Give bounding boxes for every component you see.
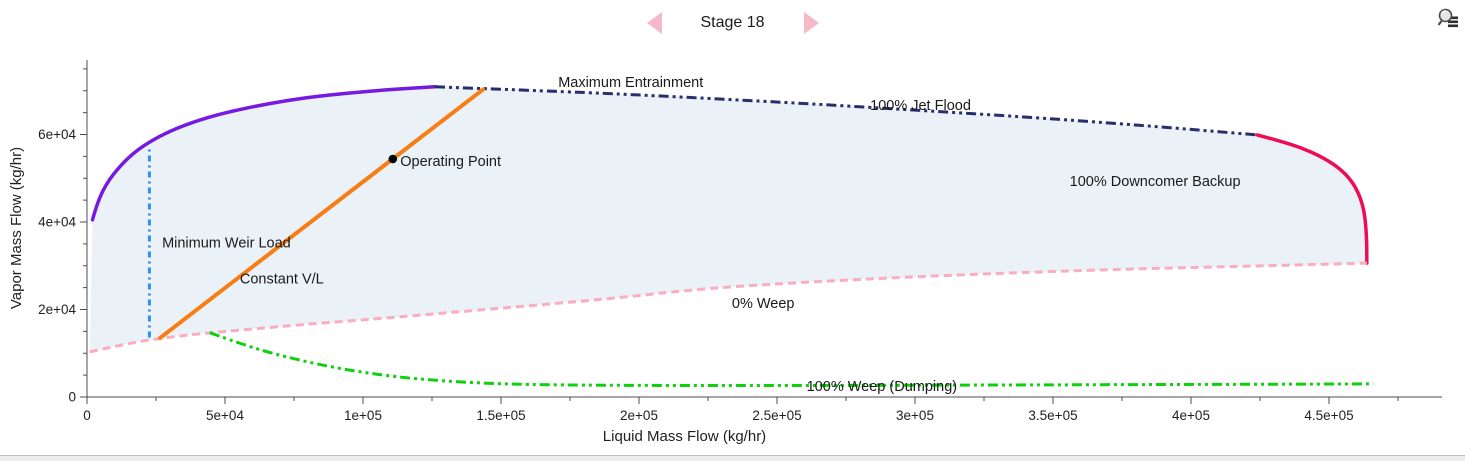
x-tick-label: 3.5e+05 [1028, 408, 1077, 423]
x-tick-label: 0 [83, 408, 91, 423]
zoom-properties-icon[interactable] [1436, 6, 1460, 30]
operating-point-marker [388, 154, 398, 164]
y-tick-label: 2e+04 [38, 302, 76, 317]
x-axis-title: Liquid Mass Flow (kg/hr) [603, 428, 766, 445]
stage-label: Stage 18 [700, 14, 765, 31]
weep-100-line [209, 331, 1374, 388]
constant-vl-line [158, 87, 486, 340]
x-tick-label: 2e+05 [620, 408, 658, 423]
x-tick-label: 3e+05 [896, 408, 934, 423]
operating-envelope-fill [89, 86, 1367, 352]
x-tick-label: 4.5e+05 [1304, 408, 1353, 423]
constant-vl-label: Constant V/L [240, 271, 324, 287]
chart-area: 0 5e+04 1e+05 1.5e+05 2e+05 2.5e+05 3e+05 3.5e+… [0, 45, 1465, 455]
maximum-entrainment-line [90, 85, 437, 222]
jet-flood-label: 100% Jet Flood [870, 98, 971, 114]
weep-0-line [89, 261, 1367, 354]
downcomer-backup-line [1255, 133, 1369, 265]
x-tick-label: 5e+04 [206, 408, 244, 423]
minimum-weir-load-label: Minimum Weir Load [162, 235, 291, 251]
x-tick-label: 4e+05 [1172, 408, 1210, 423]
axes [80, 60, 1442, 404]
x-tick-label: 2.5e+05 [752, 408, 801, 423]
stage-navigator: Stage 18 [0, 0, 1465, 46]
jet-flood-line [434, 85, 1258, 137]
previous-stage-button[interactable] [646, 12, 662, 34]
tick-labels: 0 5e+04 1e+05 1.5e+05 2e+05 2.5e+05 3e+05 3.5e+… [38, 127, 1354, 423]
horizontal-scrollbar[interactable] [0, 455, 1465, 461]
stage-hydraulics-chart[interactable]: 0 5e+04 1e+05 1.5e+05 2e+05 2.5e+05 3e+05 3.5e+… [0, 45, 1465, 455]
next-stage-button[interactable] [803, 12, 819, 34]
maximum-entrainment-label: Maximum Entrainment [558, 75, 703, 91]
y-tick-label: 4e+04 [38, 215, 76, 230]
x-tick-label: 1e+05 [344, 408, 382, 423]
y-tick-label: 6e+04 [38, 127, 76, 142]
operating-point-label: Operating Point [400, 154, 501, 170]
downcomer-backup-label: 100% Downcomer Backup [1070, 174, 1241, 190]
x-tick-label: 1.5e+05 [476, 408, 525, 423]
y-axis-title: Vapor Mass Flow (kg/hr) [8, 147, 25, 309]
magnifier-icon [1437, 8, 1458, 28]
y-tick-label: 0 [68, 390, 76, 405]
weep-0-label: 0% Weep [732, 296, 795, 312]
weep-100-label: 100% Weep (Dumping) [807, 379, 957, 395]
